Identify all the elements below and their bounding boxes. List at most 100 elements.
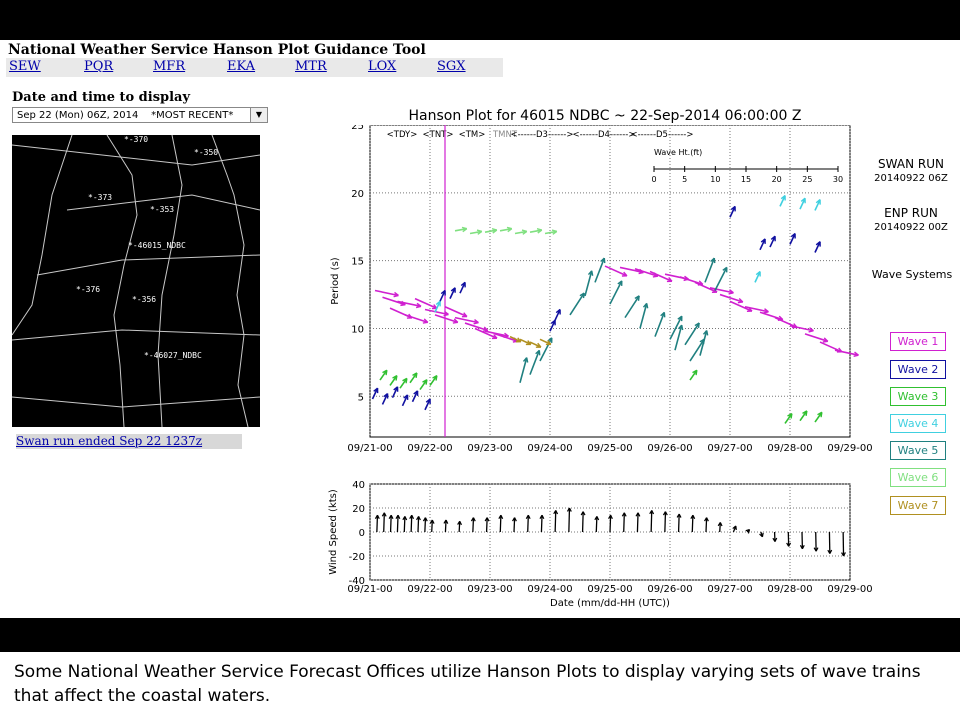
datetime-select[interactable]: Sep 22 (Mon) 06Z, 2014 *MOST RECENT* ▼ [12,107,268,123]
wave-arrow [814,199,821,211]
office-link-sew[interactable]: SEW [9,59,41,74]
wind-vector [472,517,475,533]
swan-run-time: 20140922 06Z [874,173,948,184]
wave-arrow [397,300,422,308]
dropdown-arrow-icon[interactable]: ▼ [250,108,267,122]
wave-arrow-head [443,310,449,317]
map-station-label: *-353 [150,205,174,214]
wave-arrow [649,270,673,282]
office-link-sgx[interactable]: SGX [437,59,466,74]
wind-vector-head [594,516,600,521]
wave-arrow [404,314,429,324]
wave-series-5 [519,257,728,383]
wave-series-3 [379,369,823,424]
wind-x-tick-label: 09/29-00 [827,584,872,595]
wind-vector-head [381,512,387,517]
wave-arrow [669,315,683,340]
wind-vector-head [539,514,545,520]
wind-vector [664,511,667,533]
office-link-eka[interactable]: EKA [227,59,256,74]
wave-arrow-head [440,289,446,296]
wind-vector [527,515,529,533]
wind-vector [595,516,598,533]
wind-vector [691,515,694,533]
wind-vector [389,515,392,533]
wave-arrow [799,410,808,422]
wave-arrow-head [491,333,498,340]
wave-arrow [754,271,761,283]
wave-arrow-head [435,300,441,307]
office-link-pqr[interactable]: PQR [84,59,114,74]
wave-arrow-head [382,369,388,376]
wave-arrow [429,375,438,386]
wave-arrow-head [412,372,418,378]
wave-arrow-head [425,398,431,405]
office-link-mtr[interactable]: MTR [295,59,327,74]
wind-speed-plot: 09/21-00 09/22-00 09/23-00 09/24-00 09/25-00… [328,480,873,609]
wind-vector-head [512,517,517,522]
wind-x-tick-label: 09/22-00 [407,584,452,595]
wave-arrow-head [692,369,698,376]
wave-arrow [419,379,428,390]
wind-vector-head [841,552,846,557]
office-link-mfr[interactable]: MFR [153,59,186,74]
wave-systems-label: Wave Systems [871,268,953,281]
wind-vector-head [388,514,394,520]
wave-arrow [529,229,542,233]
map-zone-line-5 [11,396,261,408]
wind-vector-head [635,512,641,517]
wave-arrow-head [450,287,456,293]
legend-wave-7: Wave 7 [890,496,946,515]
wave-arrow-head [790,232,796,239]
wave-arrow-head [728,289,734,295]
wave-arrow-head [677,315,683,322]
wind-x-tick-label: 09/27-00 [707,584,752,595]
wave-arrow [714,266,728,291]
y-tick-label: 5 [358,392,364,403]
wave-height-scale-tick-label: 25 [802,175,812,184]
wind-vector [485,517,488,533]
wave-arrow [454,227,467,232]
hanson-tool-page: National Weather Service Hanson Plot Gui… [0,40,960,618]
wave-arrow-head [525,340,532,346]
day-label: TMNT [492,130,518,140]
wave-arrow [514,230,527,235]
wave-arrow-head [617,280,623,286]
wind-vector-head [553,510,559,515]
wave-arrow-head [600,257,606,264]
slide-caption: Some National Weather Service Forecast O… [14,662,921,706]
wave-arrow-head [402,377,408,384]
map-coastline [211,134,249,428]
wave-arrow [494,333,519,343]
wave-arrow [634,268,659,277]
station-map: *-370 *-350 *-373 *-353 *-46015_NDBC *-376 *-3… [11,134,261,428]
wave-arrow-head [535,349,541,356]
map-station-label: *-373 [88,193,112,202]
office-link-lox[interactable]: LOX [368,59,397,74]
wave-arrow [469,230,482,235]
wind-vector [417,516,420,533]
wind-vector [650,510,653,533]
wave-arrow [381,393,389,405]
wave-arrow [709,287,734,294]
wave-arrow [439,290,446,302]
map-boundary-coast [157,134,183,428]
wave-series-4 [434,194,821,313]
wave-arrow-head [392,375,398,381]
swan-run-link[interactable]: Swan run ended Sep 22 1237z [16,434,242,449]
wave-arrow [704,257,716,283]
wave-arrow-head [587,270,594,276]
wind-vector-head [395,514,401,520]
x-tick-label: 09/27-00 [707,443,752,454]
wave-arrow [729,206,736,218]
wind-vector-head [429,519,435,524]
wind-vector-head [717,522,723,527]
day-label: <------D3------> [510,130,573,140]
wind-vector [410,515,413,533]
x-tick-label: 09/24-00 [527,443,572,454]
wave-arrow [389,375,398,386]
wind-vector-head [580,511,586,516]
wave-arrow-head [737,298,744,304]
wave-height-scale-tick-label: 0 [651,175,656,184]
x-tick-label: 09/22-00 [407,443,452,454]
